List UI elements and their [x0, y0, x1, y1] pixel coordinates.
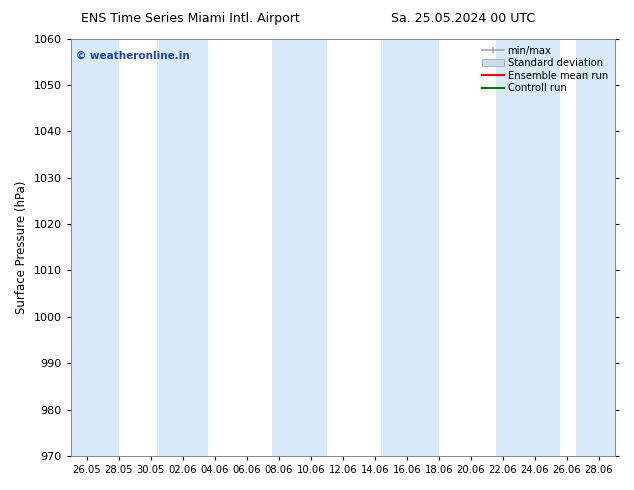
Legend: min/max, Standard deviation, Ensemble mean run, Controll run: min/max, Standard deviation, Ensemble me…: [479, 44, 610, 95]
Text: Sa. 25.05.2024 00 UTC: Sa. 25.05.2024 00 UTC: [391, 12, 535, 25]
Bar: [381, 39, 439, 456]
Y-axis label: Surface Pressure (hPa): Surface Pressure (hPa): [15, 181, 28, 314]
Text: © weatheronline.in: © weatheronline.in: [76, 51, 190, 61]
Bar: [71, 39, 119, 456]
Bar: [496, 39, 560, 456]
Bar: [157, 39, 209, 456]
Bar: [576, 39, 615, 456]
Text: ENS Time Series Miami Intl. Airport: ENS Time Series Miami Intl. Airport: [81, 12, 300, 25]
Bar: [273, 39, 327, 456]
